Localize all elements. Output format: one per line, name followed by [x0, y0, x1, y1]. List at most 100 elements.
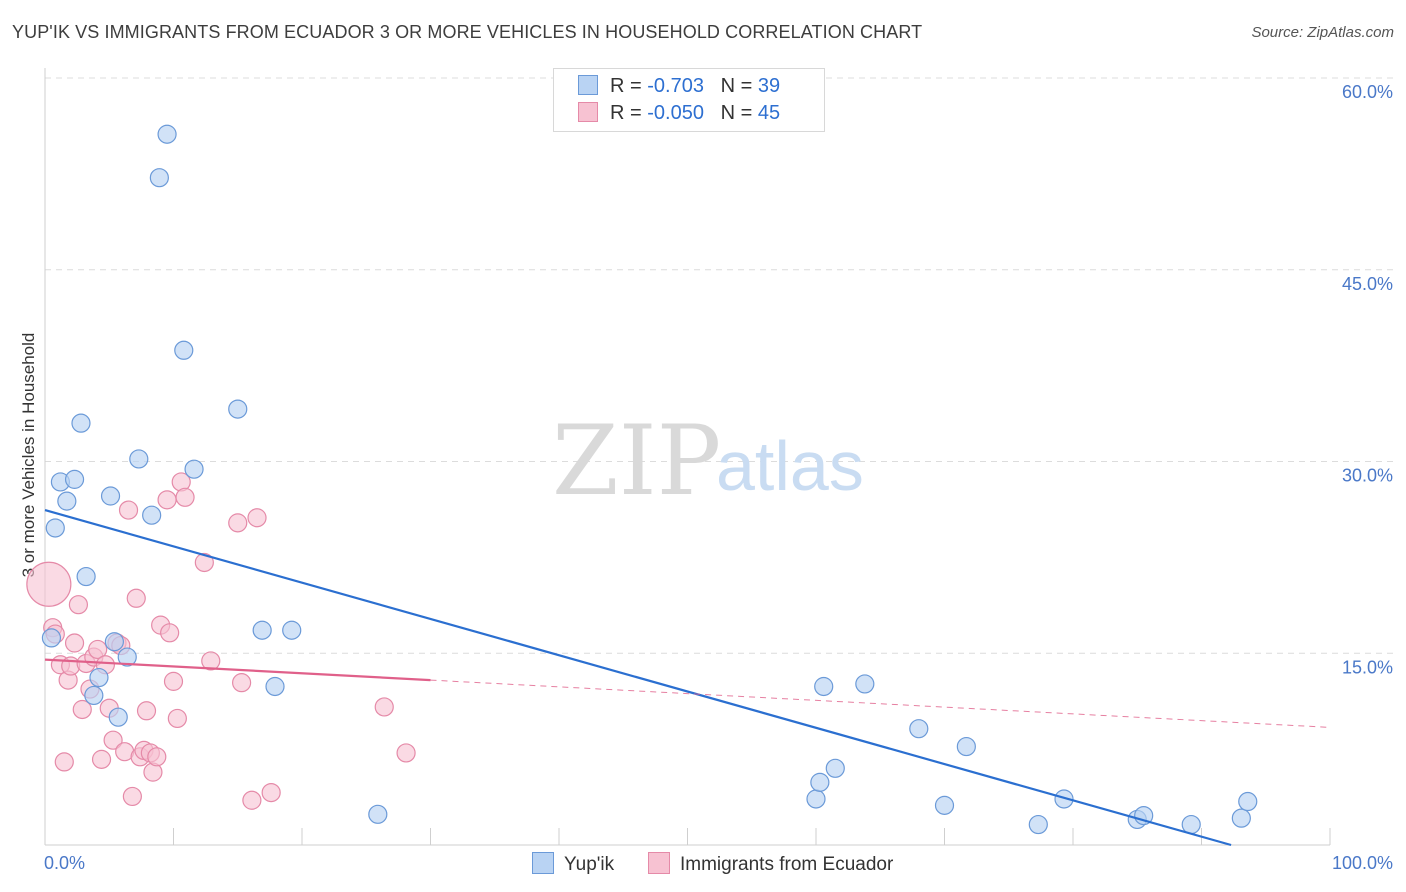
data-point-ecuador: [167, 708, 187, 729]
watermark-atlas: atlas: [716, 427, 864, 505]
data-point-yupik: [71, 413, 91, 433]
legend-n-value: 39: [757, 75, 781, 97]
data-point-yupik: [104, 632, 124, 652]
data-point-yupik: [814, 676, 834, 697]
data-point-ecuador: [194, 552, 214, 573]
data-point-yupik: [57, 491, 77, 511]
series-immigrants-from-ecuador: [26, 472, 416, 810]
correlation-legend: R = -0.703 N = 39 R = -0.050 N = 45: [553, 68, 825, 132]
data-point-yupik: [909, 719, 929, 739]
data-point-yupik: [84, 685, 104, 706]
legend-r-label: R =: [610, 75, 648, 97]
legend-r-value: -0.703: [647, 75, 704, 97]
bottom-legend-label: Immigrants from Ecuador: [680, 854, 894, 875]
source-label: Source: ZipAtlas.com: [1251, 24, 1394, 41]
data-point-yupik: [174, 340, 194, 360]
legend-swatch-pink: [578, 102, 598, 122]
data-point-yupik: [76, 566, 96, 587]
data-point-yupik: [252, 620, 272, 640]
legend-swatch-blue: [578, 75, 598, 95]
data-point-yupik: [117, 647, 137, 667]
gridlines: [45, 77, 1395, 654]
data-point-yupik: [41, 628, 62, 648]
data-point-ecuador: [64, 633, 85, 653]
data-point-ecuador: [163, 671, 184, 691]
data-point-ecuador: [201, 651, 221, 671]
data-point-ecuador: [242, 790, 262, 810]
x-tick-label: 100.0%: [1332, 853, 1393, 873]
data-point-ecuador: [91, 749, 112, 769]
data-point-yupik: [806, 789, 826, 809]
data-point-ecuador: [232, 673, 252, 693]
data-point-yupik: [129, 449, 149, 469]
data-point-yupik: [1238, 791, 1258, 812]
data-point-ecuador: [147, 747, 167, 767]
data-point-ecuador: [103, 730, 123, 750]
data-point-yupik: [64, 469, 85, 489]
data-point-yupik: [282, 620, 302, 640]
chart-title: YUP'IK VS IMMIGRANTS FROM ECUADOR 3 OR M…: [12, 22, 923, 42]
data-point-yupik: [142, 505, 162, 525]
legend-row-ecuador: R = -0.050 N = 45: [578, 102, 780, 126]
data-point-yupik: [184, 459, 204, 479]
data-point-ecuador: [228, 513, 248, 533]
data-point-yupik: [825, 758, 845, 778]
data-point-yupik: [149, 168, 169, 188]
data-point-yupik: [934, 795, 955, 815]
data-point-ecuador: [26, 561, 72, 607]
data-point-ecuador: [157, 490, 177, 510]
x-tick-labels: 0.0% 100.0%: [44, 853, 1393, 873]
y-tick-label: 30.0%: [1342, 466, 1393, 486]
data-point-ecuador: [160, 623, 180, 643]
data-point-ecuador: [88, 639, 108, 660]
legend-r-label: R =: [610, 102, 648, 124]
data-point-ecuador: [175, 487, 195, 507]
trend-line-ecuador-extension: [430, 679, 1331, 728]
data-point-ecuador: [374, 697, 394, 717]
series-yupik: [41, 124, 1258, 835]
data-point-ecuador: [261, 782, 281, 803]
data-point-yupik: [108, 707, 128, 727]
bottom-legend-label: Yup'ik: [564, 854, 615, 875]
data-point-yupik: [1028, 814, 1048, 835]
bottom-legend-swatch-blue: [532, 852, 554, 874]
data-point-yupik: [1231, 808, 1251, 828]
x-tick-label: 0.0%: [44, 853, 85, 873]
bottom-legend-yupik: Yup'ik: [532, 852, 614, 876]
data-point-ecuador: [68, 595, 89, 615]
data-point-yupik: [265, 676, 285, 697]
data-point-yupik: [157, 124, 177, 144]
data-point-yupik: [45, 518, 65, 538]
legend-r-value: -0.050: [647, 102, 704, 124]
bottom-legend-ecuador: Immigrants from Ecuador: [648, 852, 893, 876]
trend-line-ecuador: [44, 658, 431, 682]
data-point-yupik: [100, 486, 121, 506]
watermark-zip: ZIP: [552, 405, 721, 517]
y-tick-labels: 15.0% 30.0% 45.0% 60.0%: [1342, 82, 1393, 677]
data-point-yupik: [810, 772, 830, 792]
data-point-ecuador: [54, 752, 74, 772]
data-point-ecuador: [72, 699, 92, 720]
axes: [44, 68, 1331, 846]
y-tick-label: 45.0%: [1342, 274, 1393, 294]
y-axis-title: 3 or more Vehicles in Household: [19, 333, 38, 578]
y-tick-label: 60.0%: [1342, 82, 1393, 102]
legend-row-yupik: R = -0.703 N = 39: [578, 75, 780, 99]
legend-n-label: N =: [720, 102, 758, 124]
data-point-yupik: [1054, 789, 1074, 809]
data-point-yupik: [956, 736, 976, 757]
data-point-yupik: [89, 667, 109, 688]
data-point-ecuador: [122, 786, 142, 807]
trend-lines: [44, 509, 1331, 847]
data-point-ecuador: [136, 701, 157, 721]
legend-n-label: N =: [720, 75, 758, 97]
watermark: ZIP atlas: [552, 405, 864, 517]
data-point-ecuador: [396, 743, 416, 763]
bottom-legend-swatch-pink: [648, 852, 670, 874]
data-point-ecuador: [126, 588, 146, 608]
data-point-yupik: [228, 399, 248, 419]
data-point-ecuador: [247, 508, 267, 528]
y-tick-label: 15.0%: [1342, 657, 1393, 677]
data-point-ecuador: [118, 500, 139, 520]
